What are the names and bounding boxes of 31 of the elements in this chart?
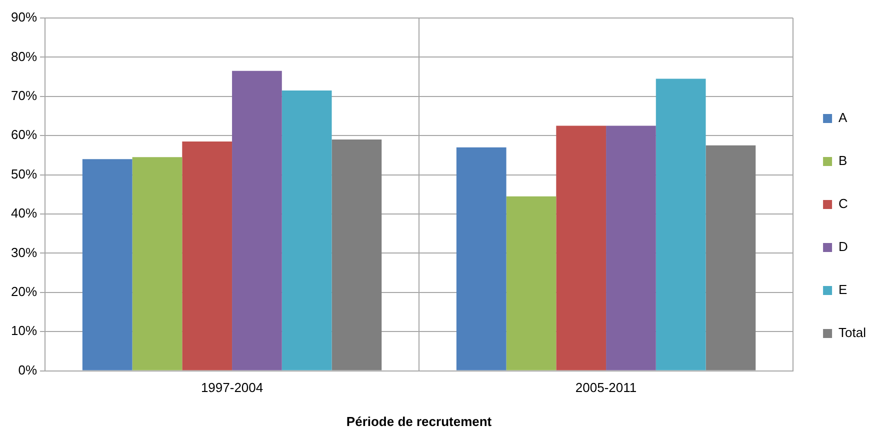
y-tick-label: 40% (10, 206, 38, 221)
legend-label: C (838, 196, 848, 212)
bar (332, 140, 382, 370)
legend-label: A (838, 110, 848, 126)
legend-label: B (838, 153, 848, 168)
y-tick-label: 50% (10, 166, 38, 182)
y-tick-label: 90% (10, 10, 38, 25)
legend-label: D (838, 239, 848, 254)
x-axis-title: Période de recrutement (346, 414, 492, 429)
x-tick-label: 1997-2004 (200, 380, 264, 396)
bar (282, 90, 332, 370)
y-tick-label: 70% (10, 88, 38, 103)
y-tick-label: 20% (10, 284, 38, 299)
bar (706, 145, 756, 370)
bar (132, 157, 182, 370)
bar (232, 70, 282, 370)
y-tick-label: 30% (10, 244, 38, 260)
bar (656, 78, 706, 370)
bar (456, 147, 506, 370)
y-tick-label: 0% (18, 362, 38, 378)
y-tick-label: 80% (10, 48, 38, 64)
bar (82, 159, 132, 370)
legend-label: Total (838, 325, 866, 340)
bar (606, 126, 656, 370)
bar (556, 126, 606, 370)
x-tick-label: 2005-2011 (575, 380, 637, 396)
y-tick-label: 60% (10, 127, 38, 142)
bar (506, 196, 556, 370)
legend-label: E (838, 282, 848, 298)
bar (182, 141, 232, 370)
y-tick-label: 10% (10, 323, 38, 338)
